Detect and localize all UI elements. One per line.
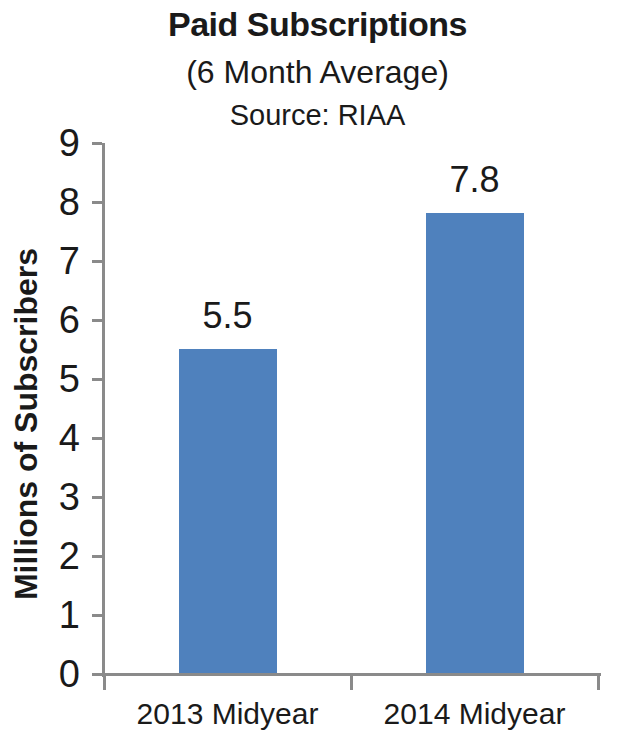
y-tick	[92, 496, 102, 499]
y-tick-label: 2	[0, 537, 80, 575]
y-tick-label: 6	[0, 301, 80, 339]
y-tick	[92, 673, 102, 676]
y-tick	[92, 260, 102, 263]
bar-value-label: 7.8	[405, 157, 545, 203]
y-tick	[92, 437, 102, 440]
y-tick	[92, 555, 102, 558]
y-tick-label: 9	[0, 124, 80, 162]
x-tick	[350, 676, 353, 690]
y-tick	[92, 142, 102, 145]
y-tick	[92, 378, 102, 381]
bar-value-label: 5.5	[158, 293, 298, 339]
plot-area: 01234567895.52013 Midyear7.82014 Midyear	[0, 0, 635, 748]
bar	[426, 213, 524, 673]
y-tick-label: 8	[0, 183, 80, 221]
y-tick-label: 7	[0, 242, 80, 280]
y-tick-label: 4	[0, 419, 80, 457]
y-tick-label: 5	[0, 360, 80, 398]
y-tick-label: 3	[0, 478, 80, 516]
y-tick	[92, 614, 102, 617]
x-category-label: 2014 Midyear	[325, 692, 625, 736]
x-axis-line	[92, 673, 601, 676]
x-tick	[597, 676, 600, 690]
y-tick	[92, 319, 102, 322]
y-axis-line	[102, 143, 105, 677]
bar-chart-figure: Paid Subscriptions (6 Month Average) Sou…	[0, 0, 635, 748]
y-tick-label: 1	[0, 596, 80, 634]
bar	[179, 349, 277, 674]
y-tick-label: 0	[0, 655, 80, 693]
y-tick	[92, 201, 102, 204]
x-tick	[103, 676, 106, 690]
